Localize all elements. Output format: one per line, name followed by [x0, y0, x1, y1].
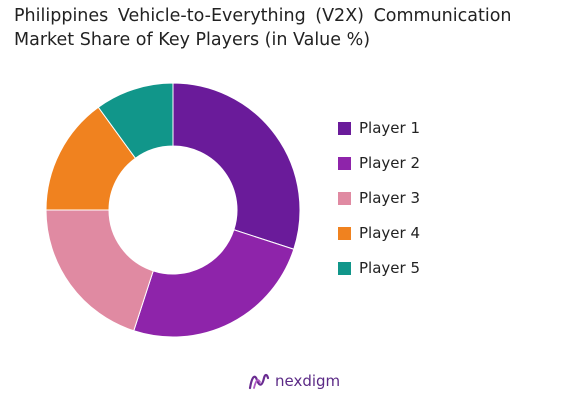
legend-label-player-4: Player 4 — [359, 224, 420, 242]
donut-slice-player-1 — [172, 82, 301, 250]
legend-item-player-4: Player 4 — [338, 223, 498, 243]
legend-item-player-1: Player 1 — [338, 118, 498, 138]
donut-slice-player-5 — [97, 82, 174, 159]
legend-label-player-2: Player 2 — [359, 154, 420, 172]
legend-label-player-5: Player 5 — [359, 259, 420, 277]
legend-item-player-2: Player 2 — [338, 153, 498, 173]
legend-swatch-player-4 — [338, 227, 351, 240]
nexdigm-logo-icon — [248, 373, 270, 390]
donut-slice-player-3 — [45, 209, 154, 332]
chart-title: Philippines Vehicle-to-Everything (V2X) … — [14, 4, 579, 52]
legend-swatch-player-3 — [338, 192, 351, 205]
chart-title-line-2: Market Share of Key Players (in Value %) — [14, 30, 371, 50]
brand-logo: nexdigm — [248, 370, 368, 392]
legend-item-player-3: Player 3 — [338, 188, 498, 208]
legend-swatch-player-1 — [338, 122, 351, 135]
legend-swatch-player-5 — [338, 262, 351, 275]
donut-slice-player-2 — [133, 229, 295, 338]
brand-name: nexdigm — [275, 372, 341, 390]
legend-item-player-5: Player 5 — [338, 258, 498, 278]
chart-title-line-1: Philippines Vehicle-to-Everything (V2X) … — [14, 6, 512, 26]
legend-swatch-player-2 — [338, 157, 351, 170]
legend-label-player-3: Player 3 — [359, 189, 420, 207]
legend-label-player-1: Player 1 — [359, 119, 420, 137]
